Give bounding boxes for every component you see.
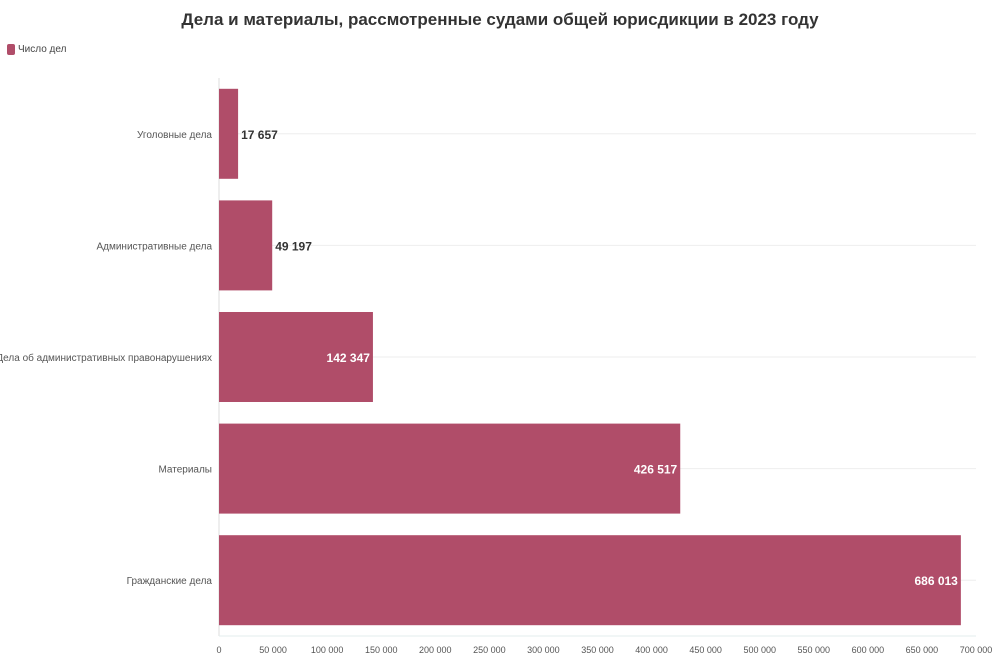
x-tick-label: 200 000 [419,645,452,655]
bar [219,535,961,626]
legend-label: Число дел [18,44,67,55]
bar [219,200,273,291]
category-label: Дела об административных правонарушениях [0,352,212,364]
data-label: 686 013 [914,574,958,588]
x-tick-label: 450 000 [689,645,722,655]
x-tick-label: 50 000 [259,645,287,655]
x-tick-label: 700 000 [960,645,993,655]
category-label: Гражданские дела [127,576,213,587]
bar [219,88,239,179]
x-tick-label: 400 000 [635,645,668,655]
x-tick-label: 300 000 [527,645,560,655]
data-label: 426 517 [634,463,678,477]
x-tick-label: 500 000 [743,645,776,655]
chart-title: Дела и материалы, рассмотренные судами о… [181,10,819,29]
data-label: 142 347 [327,351,371,365]
x-tick-label: 100 000 [311,645,344,655]
x-tick-label: 650 000 [906,645,939,655]
bar [219,423,681,514]
category-label: Административные дела [96,241,212,252]
x-tick-label: 550 000 [798,645,831,655]
data-label: 49 197 [275,239,312,253]
data-label: 17 657 [241,128,278,142]
legend[interactable]: Число дел [7,44,66,55]
x-tick-label: 350 000 [581,645,614,655]
x-tick-label: 0 [216,645,221,655]
x-tick-label: 250 000 [473,645,506,655]
x-tick-label: 600 000 [852,645,885,655]
legend-swatch [7,44,15,55]
category-label: Уголовные дела [137,130,212,141]
bar [219,312,373,402]
x-tick-label: 150 000 [365,645,398,655]
category-label: Материалы [158,465,212,476]
